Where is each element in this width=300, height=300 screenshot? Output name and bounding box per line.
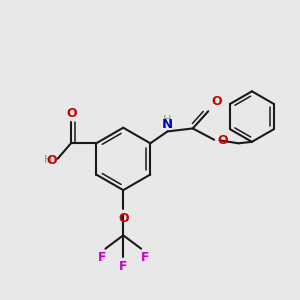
Text: F: F bbox=[98, 251, 106, 264]
Text: H: H bbox=[163, 115, 172, 125]
Text: N: N bbox=[162, 118, 173, 131]
Text: F: F bbox=[140, 251, 149, 264]
Text: O: O bbox=[46, 154, 57, 167]
Text: O: O bbox=[67, 106, 77, 119]
Text: O: O bbox=[212, 95, 222, 108]
Text: F: F bbox=[119, 260, 128, 273]
Text: H: H bbox=[44, 155, 52, 165]
Text: O: O bbox=[217, 134, 228, 147]
Text: O: O bbox=[118, 212, 129, 225]
